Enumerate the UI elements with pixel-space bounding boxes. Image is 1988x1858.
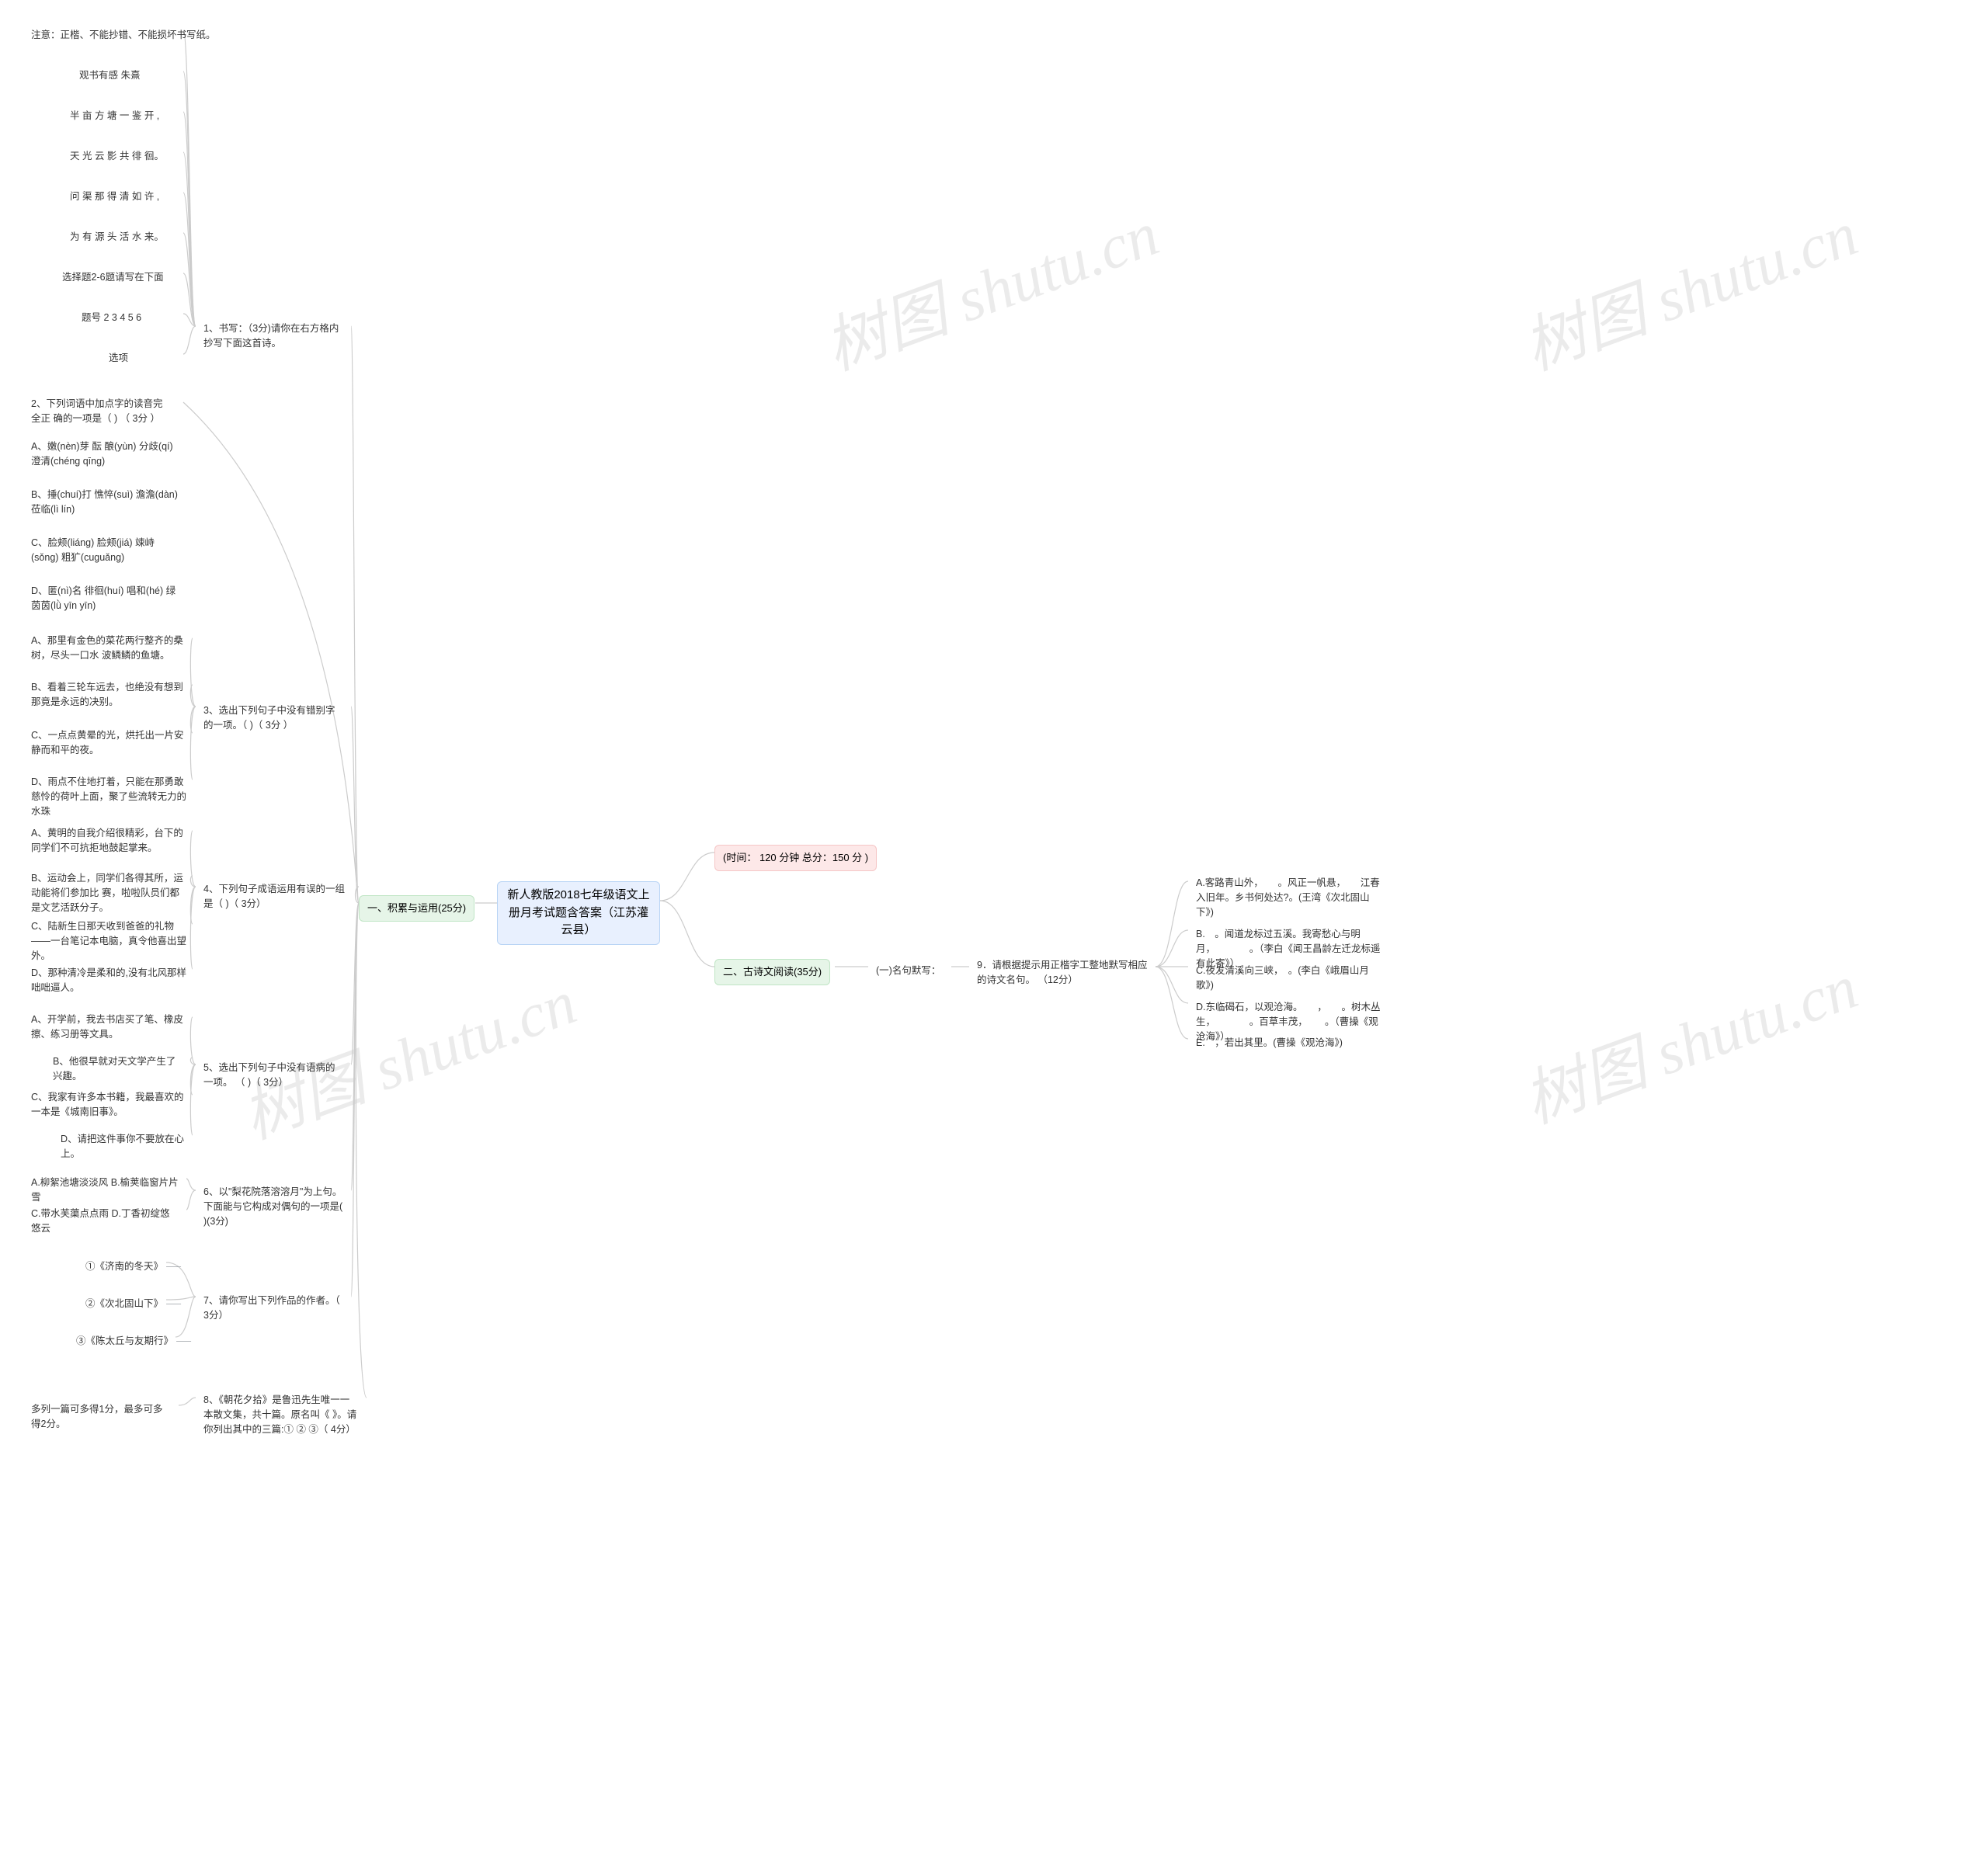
q1-leaf-4: 问 渠 那 得 清 如 许 , — [62, 185, 167, 209]
q3-node[interactable]: 3、选出下列句子中没有错别字的一项。（ )（ 3分 ） — [196, 699, 351, 738]
dash-icon: ⸺ — [176, 1335, 192, 1346]
q1-node[interactable]: 1、书写：（3分)请你在右方格内抄写下面这首诗。 — [196, 317, 351, 356]
q1-leaf-7: 题号 2 3 4 5 6 — [74, 306, 149, 330]
q2-leaf-b: B、捶(chuí)打 憔悴(suì) 澹澹(dàn) 莅临(lì lín) — [23, 483, 186, 522]
q3-leaf-b: B、看着三轮车远去，也绝没有想到那竟是永远的决别。 — [23, 675, 194, 714]
q4-leaf-c: C、陆新生日那天收到爸爸的礼物——一台笔记本电脑，真令他喜出望外。 — [23, 915, 194, 967]
q7-leaf-1-label: ①《济南的冬天》 — [85, 1261, 163, 1272]
section-2-node[interactable]: 二、古诗文阅读(35分) — [714, 959, 830, 985]
q3-leaf-a: A、那里有金色的菜花两行整齐的桑树，尽头一口水 波鳞鳞的鱼塘。 — [23, 629, 194, 668]
q5-node[interactable]: 5、选出下列句子中没有语病的一项。 （ )（ 3分） — [196, 1056, 351, 1095]
q5-leaf-c: C、我家有许多本书籍，我最喜欢的一本是《城南旧事》。 — [23, 1085, 194, 1124]
q3-leaf-d: D、雨点不住地打着，只能在那勇敢慈怜的荷叶上面，聚了些流转无力的水珠 — [23, 770, 194, 823]
q2-leaf-a: A、嫩(nèn)芽 酝 酿(yùn) 分歧(qí) 澄清(chéng qīng) — [23, 435, 186, 474]
section-1-node[interactable]: 一、积累与运用(25分) — [359, 895, 474, 922]
time-score-node[interactable]: (时间： 120 分钟 总分：150 分 ) — [714, 845, 877, 871]
q1-leaf-3: 天 光 云 影 共 徘 徊。 — [62, 144, 172, 168]
q2-leaf-c: C、脸颊(liáng) 脸颊(jiá) 竦峙(sǒng) 粗犷(cuguǎng) — [23, 531, 186, 570]
q2-node[interactable]: 2、下列词语中加点字的读音完全正 确的一项是（ ) （ 3分 ） — [23, 392, 179, 431]
section-2-sub-a[interactable]: (一)名句默写： — [868, 959, 948, 983]
q1-leaf-6: 选择题2-6题请写在下面 — [54, 266, 172, 290]
q4-leaf-d: D、那种清冷是柔和的,没有北风那样咄咄逼人。 — [23, 961, 194, 1000]
poem-answer-c: C.夜发清溪向三峡， 。(李白《峨眉山月歌》) — [1188, 959, 1390, 998]
q7-leaf-3: ③《陈太丘与友期行》 ⸺ — [68, 1329, 200, 1353]
q4-node[interactable]: 4、下列句子成语运用有误的一组是（ )（ 3分） — [196, 877, 359, 916]
q7-node[interactable]: 7、请你写出下列作品的作者。（ 3分） — [196, 1289, 351, 1328]
watermark-2: 树图 shutu.cn — [811, 184, 1169, 388]
q1-leaf-8: 选项 — [101, 346, 136, 370]
poem-answer-e: E. ，若出其里。(曹操《观沧海》) — [1188, 1031, 1390, 1055]
q1-leaf-0: 注意：正楷、不能抄错、不能损坏书写纸。 — [23, 23, 224, 47]
q1-leaf-5: 为 有 源 头 活 水 来。 — [62, 225, 172, 249]
q5-leaf-b: B、他很早就对天文学产生了兴趣。 — [45, 1050, 193, 1089]
section-2-sub-b[interactable]: 9．请根据提示用正楷字工整地默写相应的诗文名句。 （12分） — [969, 953, 1156, 992]
dash-icon: ⸺ — [166, 1261, 182, 1272]
q7-leaf-2-label: ②《次北固山下》 — [85, 1298, 163, 1309]
q7-leaf-1: ①《济南的冬天》 ⸺ — [78, 1255, 189, 1279]
watermark-1: 树图 shutu.cn — [228, 953, 586, 1157]
q6-node[interactable]: 6、以"梨花院落溶溶月"为上句。下面能与它构成对偶句的一项是( )(3分) — [196, 1180, 351, 1233]
watermark-3: 树图 shutu.cn — [1510, 184, 1868, 388]
watermark-4: 树图 shutu.cn — [1510, 937, 1868, 1141]
root-node[interactable]: 新人教版2018七年级语文上册月考试题含答案（江苏灌云县） — [497, 881, 660, 945]
q7-leaf-2: ②《次北固山下》 ⸺ — [78, 1292, 189, 1316]
dash-icon: ⸺ — [166, 1298, 182, 1309]
q5-leaf-a: A、开学前，我去书店买了笔、橡皮擦、练习册等文具。 — [23, 1008, 194, 1047]
q1-leaf-2: 半 亩 方 塘 一 鉴 开 , — [62, 104, 167, 128]
q6-leaf-cd: C.带水芙蕖点点雨 D.丁香初绽悠悠云 — [23, 1202, 186, 1241]
mindmap-connectors — [0, 0, 1988, 1858]
poem-answer-a: A.客路青山外， 。风正一帆悬， 江春入旧年。乡书何处达?。(王湾《次北固山下》… — [1188, 871, 1390, 924]
q2-leaf-d: D、匿(nì)名 徘徊(huí) 唱和(hé) 绿茵茵(lǜ yīn yīn) — [23, 579, 186, 618]
q7-leaf-3-label: ③《陈太丘与友期行》 — [76, 1335, 173, 1346]
q4-leaf-b: B、运动会上，同学们各得其所，运动能将们参加比 赛，啦啦队员们都是文艺活跃分子。 — [23, 866, 194, 919]
q8-leaf-0: 多列一篇可多得1分，最多可多得2分。 — [23, 1398, 179, 1436]
q8-node[interactable]: 8、《朝花夕拾》是鲁迅先生唯一一本散文集，共十篇。原名叫《 》。请你列出其中的三… — [196, 1388, 367, 1441]
q3-leaf-c: C、一点点黄晕的光，烘托出一片安静而和平的夜。 — [23, 724, 194, 762]
q1-leaf-1: 观书有感 朱熹 — [71, 64, 148, 88]
q4-leaf-a: A、黄明的自我介绍很精彩，台下的同学们不可抗拒地鼓起掌来。 — [23, 821, 194, 860]
q5-leaf-d: D、请把这件事你不要放在心上。 — [53, 1127, 193, 1166]
